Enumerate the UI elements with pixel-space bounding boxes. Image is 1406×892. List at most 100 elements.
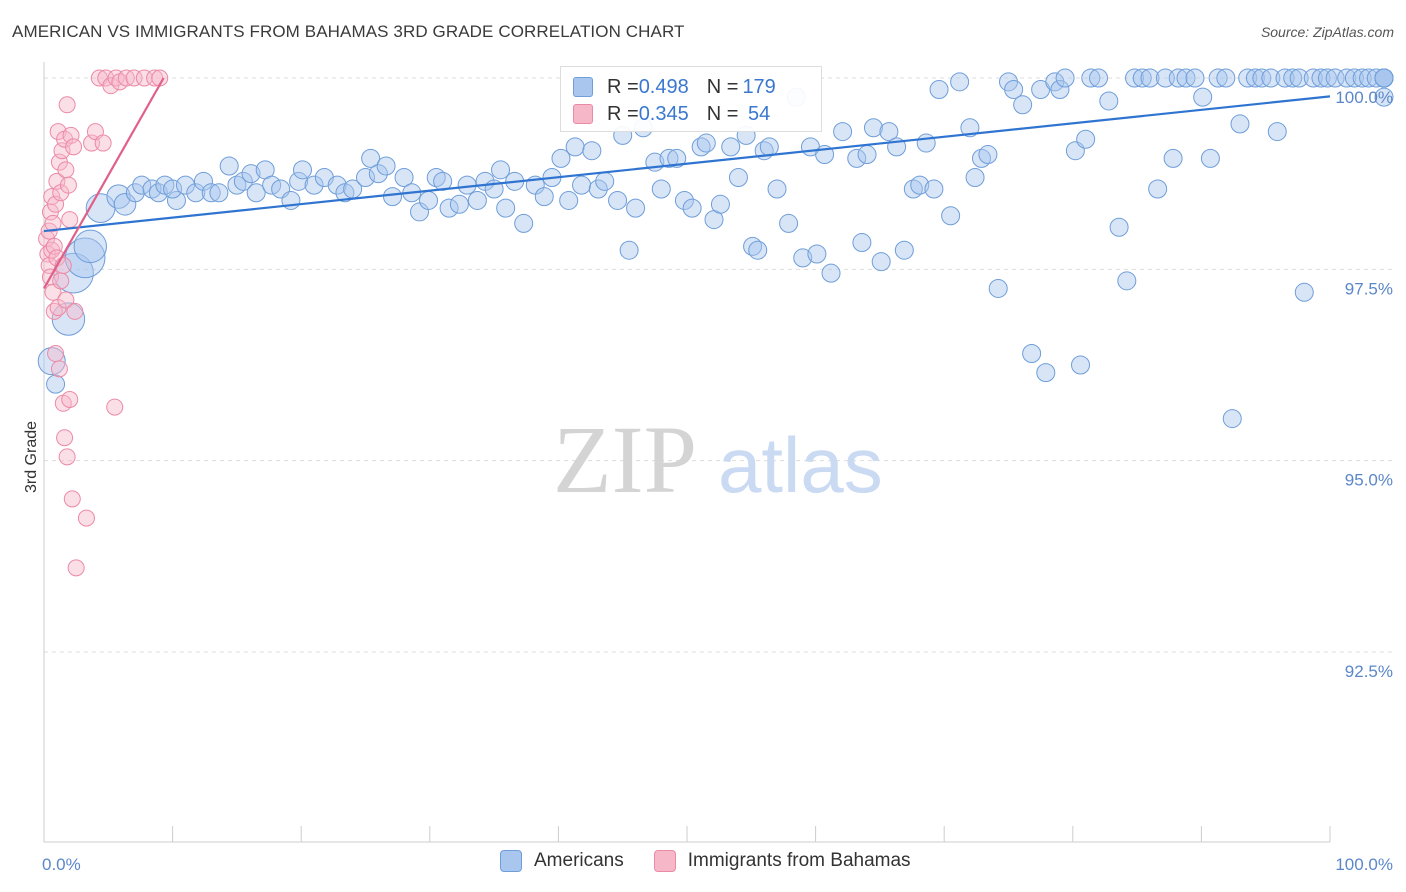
american-point <box>1132 68 1152 88</box>
y-tick-label: 100.0% <box>1335 88 1393 107</box>
american-point <box>721 137 741 157</box>
american-point <box>1089 68 1109 88</box>
american-point <box>1013 95 1033 115</box>
american-point <box>595 171 615 191</box>
american-point <box>1081 68 1101 88</box>
chart-title: AMERICAN VS IMMIGRANTS FROM BAHAMAS 3RD … <box>12 22 685 41</box>
american-point <box>1193 87 1213 107</box>
american-point <box>383 187 403 207</box>
american-point <box>201 183 221 203</box>
stats-legend: R = 0.498 N = 179 R = 0.345 N = 54 <box>560 66 822 132</box>
american-point <box>1125 68 1145 88</box>
american-point <box>1337 68 1357 88</box>
american-point <box>582 141 602 161</box>
american-point <box>1289 68 1309 88</box>
legend-n-label: N = <box>706 102 739 125</box>
american-point <box>491 160 511 180</box>
bahamas-point <box>77 509 95 527</box>
american-point <box>894 240 914 260</box>
american-point <box>572 175 592 195</box>
american-point <box>1325 68 1345 88</box>
american-point <box>608 190 628 210</box>
american-point <box>1055 68 1075 88</box>
legend-row-bahamas: R = 0.345 N = 54 <box>573 101 770 127</box>
bahamas-label: Immigrants from Bahamas <box>687 850 911 871</box>
american-point <box>113 192 137 216</box>
american-point <box>1036 363 1056 383</box>
legend-swatch-bahamas <box>573 104 593 124</box>
american-point <box>163 179 183 199</box>
american-point <box>659 148 679 168</box>
american-point <box>449 194 469 214</box>
american-point <box>186 183 206 203</box>
legend-item-americans[interactable]: Americans <box>500 850 624 872</box>
legend-r-label: R = <box>607 75 639 98</box>
bahamas-point <box>83 134 101 152</box>
american-point <box>941 206 961 226</box>
y-axis-label: 3rd Grade <box>23 421 40 493</box>
american-point <box>419 190 439 210</box>
bahamas-swatch <box>653 850 676 872</box>
american-point <box>209 183 229 203</box>
american-point <box>551 148 571 168</box>
american-point <box>376 156 396 176</box>
american-point <box>1317 68 1337 88</box>
american-point <box>682 198 702 218</box>
american-point <box>241 164 261 184</box>
american-point <box>1004 79 1024 99</box>
watermark: ZIP atlas <box>553 406 883 513</box>
american-point <box>1163 148 1183 168</box>
bahamas-point <box>47 345 65 363</box>
american-point <box>106 184 131 209</box>
bahamas-point <box>43 188 61 206</box>
american-point <box>748 240 768 260</box>
american-point <box>1185 68 1205 88</box>
american-point <box>619 240 639 260</box>
american-point <box>950 72 970 92</box>
american-point <box>1109 217 1129 237</box>
american-point <box>361 148 381 168</box>
american-point <box>743 236 763 256</box>
american-point <box>565 137 585 157</box>
american-point <box>1374 68 1394 88</box>
bahamas-point <box>135 69 153 87</box>
american-point <box>667 148 687 168</box>
american-point <box>960 118 980 138</box>
american-point <box>871 252 891 272</box>
american-point <box>1148 179 1168 199</box>
bahamas-point <box>65 138 83 156</box>
legend-r-label: R = <box>607 102 639 125</box>
bahamas-point <box>57 161 75 179</box>
american-point <box>166 190 186 210</box>
american-point <box>728 167 748 187</box>
bahamas-point <box>125 69 143 87</box>
american-point <box>821 263 841 283</box>
american-point <box>1366 68 1386 88</box>
american-point <box>833 122 853 142</box>
legend-n-label: N = <box>706 75 739 98</box>
legend-n-value: 54 <box>742 102 771 125</box>
american-point <box>779 213 799 233</box>
american-point <box>965 167 985 187</box>
american-point <box>1238 68 1258 88</box>
bahamas-points <box>38 69 169 577</box>
american-point <box>1311 68 1331 88</box>
x-tick-label: 0.0% <box>42 855 81 874</box>
legend-r-value: 0.498 <box>638 75 689 98</box>
american-point <box>588 179 608 199</box>
american-point <box>1374 87 1394 107</box>
y-tick-label: 97.5% <box>1345 279 1393 298</box>
american-point <box>327 175 347 195</box>
legend-item-bahamas[interactable]: Immigrants from Bahamas <box>653 850 911 872</box>
bahamas-point <box>57 291 75 309</box>
watermark-zip: ZIP <box>553 406 697 513</box>
american-point <box>1222 409 1242 429</box>
american-point <box>356 167 375 187</box>
american-point <box>978 145 998 165</box>
american-point <box>304 175 324 195</box>
american-point <box>1303 68 1323 88</box>
american-point <box>988 278 1008 298</box>
american-point <box>514 213 534 233</box>
american-point <box>674 190 694 210</box>
